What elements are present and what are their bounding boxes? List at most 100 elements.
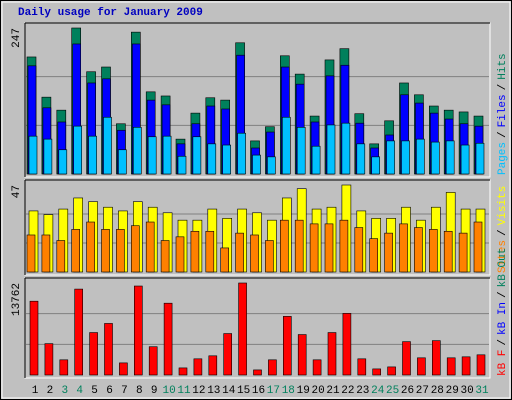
bar <box>252 154 261 175</box>
bar <box>59 359 69 376</box>
x-tick-label: 27 <box>416 385 429 397</box>
bar <box>354 227 364 273</box>
x-tick-label: 7 <box>121 385 128 397</box>
bar <box>88 135 97 175</box>
bar <box>384 232 393 273</box>
x-tick-label: 14 <box>222 385 236 397</box>
legend: Sites / Visits <box>497 186 509 273</box>
x-tick-label: 22 <box>341 385 354 397</box>
bar <box>339 219 349 273</box>
bar <box>417 357 426 376</box>
x-tick-label: 6 <box>106 385 113 397</box>
bar <box>311 145 321 175</box>
bar <box>473 221 483 273</box>
bar <box>190 230 200 273</box>
bar <box>205 230 215 273</box>
bar <box>386 140 395 175</box>
legend-entry: Visits <box>497 186 509 226</box>
bar <box>279 219 289 273</box>
plot-area <box>24 277 491 379</box>
bar <box>265 240 274 273</box>
x-tick-label: 2 <box>47 385 54 397</box>
x-tick-label: 21 <box>326 385 340 397</box>
legend: kB F / kB In / kB Out <box>497 248 509 376</box>
bar <box>387 366 396 376</box>
bar <box>297 334 307 376</box>
y-tick-label: 247 <box>11 28 23 48</box>
bar <box>281 116 291 175</box>
x-tick-label: 11 <box>177 385 191 397</box>
x-tick-label: 30 <box>460 385 473 397</box>
bar <box>250 234 259 273</box>
bar <box>294 219 304 273</box>
bar <box>134 285 143 376</box>
x-tick-label: 20 <box>311 385 324 397</box>
legend-separator: / <box>497 84 509 91</box>
x-tick-label: 10 <box>162 385 175 397</box>
bar <box>235 232 244 273</box>
bar <box>341 122 351 175</box>
bar <box>58 149 68 175</box>
bar <box>309 223 319 273</box>
bar <box>267 156 276 175</box>
legend-entry: Files <box>497 94 509 127</box>
x-tick-label: 12 <box>192 385 205 397</box>
legend-entry: kB In <box>497 302 509 335</box>
legend: Pages / Files / Hits <box>497 53 509 175</box>
bar <box>104 323 113 376</box>
legend-separator: / <box>497 229 509 236</box>
bar <box>356 143 366 175</box>
bar <box>29 300 39 376</box>
bar <box>296 127 306 175</box>
x-tick-label: 23 <box>356 385 369 397</box>
bar <box>116 229 125 273</box>
bar <box>178 367 188 376</box>
bar <box>443 230 453 273</box>
y-tick-label: 47 <box>11 185 23 198</box>
bar <box>430 141 440 175</box>
bar <box>428 229 438 273</box>
bar <box>162 135 172 175</box>
bar <box>327 332 337 376</box>
bar <box>73 125 82 175</box>
bar <box>148 346 158 376</box>
bar <box>131 225 140 273</box>
bar <box>56 240 66 273</box>
legend-entry: Pages <box>497 142 509 175</box>
bar <box>237 132 246 175</box>
legend-separator: / <box>497 131 509 138</box>
bar <box>26 234 36 273</box>
x-tick-label: 5 <box>91 385 98 397</box>
bar <box>86 221 95 273</box>
bar <box>326 124 336 175</box>
legend-entry: kB F <box>497 350 509 376</box>
bar <box>414 227 423 273</box>
x-tick-label: 9 <box>151 385 158 397</box>
bar <box>282 316 292 376</box>
bar <box>312 359 322 376</box>
bar <box>357 358 367 376</box>
bar <box>74 288 83 376</box>
bar <box>461 356 471 376</box>
y-tick-label: 13762 <box>11 283 23 316</box>
x-tick-label: 3 <box>61 385 68 397</box>
bar <box>399 223 408 273</box>
bar <box>43 138 53 175</box>
bar <box>220 247 229 273</box>
bar <box>207 143 217 175</box>
bar <box>175 236 185 273</box>
bar <box>101 229 110 273</box>
bar <box>372 368 382 376</box>
bar <box>192 136 202 175</box>
bar <box>119 362 128 376</box>
x-tick-label: 25 <box>386 385 399 397</box>
bar <box>89 332 98 376</box>
x-tick-label: 28 <box>431 385 444 397</box>
bar <box>133 127 142 175</box>
x-tick-label: 29 <box>446 385 459 397</box>
bar <box>147 136 157 175</box>
bar <box>71 229 80 273</box>
x-tick-label: 31 <box>475 385 489 397</box>
bar <box>416 138 425 175</box>
